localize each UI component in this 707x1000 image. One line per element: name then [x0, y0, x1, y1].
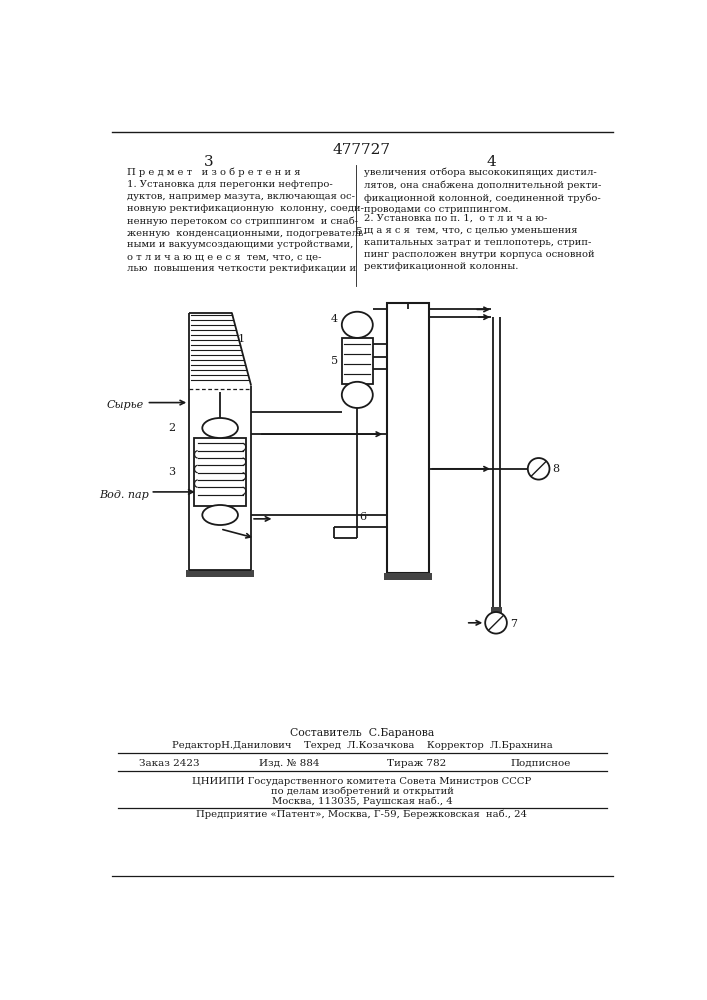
Circle shape: [528, 458, 549, 480]
Text: 1. Установка для перегонки нефтепро-
дуктов, например мазута, включающая ос-
нов: 1. Установка для перегонки нефтепро- дук…: [127, 180, 367, 273]
Text: по делам изобретений и открытий: по делам изобретений и открытий: [271, 787, 453, 796]
Text: Москва, 113035, Раушская наб., 4: Москва, 113035, Раушская наб., 4: [271, 797, 452, 806]
Bar: [384, 573, 433, 580]
Text: 477727: 477727: [333, 143, 391, 157]
Ellipse shape: [202, 505, 238, 525]
Circle shape: [485, 612, 507, 634]
Text: 6: 6: [360, 512, 367, 522]
Text: 4: 4: [331, 314, 338, 324]
Ellipse shape: [202, 418, 238, 438]
Ellipse shape: [341, 382, 373, 408]
Text: Подписное: Подписное: [510, 759, 571, 768]
Text: 5: 5: [355, 227, 361, 236]
Text: Сырье: Сырье: [107, 400, 144, 410]
Text: П р е д м е т   и з о б р е т е н и я: П р е д м е т и з о б р е т е н и я: [127, 168, 300, 177]
Text: Тираж 782: Тираж 782: [387, 759, 446, 768]
Bar: [341, 338, 373, 384]
Bar: [491, 607, 502, 614]
Text: 2: 2: [168, 423, 175, 433]
Text: 3: 3: [168, 467, 175, 477]
Text: 7: 7: [510, 619, 517, 629]
Text: 5: 5: [331, 356, 338, 366]
Bar: [186, 570, 255, 577]
Text: Заказ 2423: Заказ 2423: [139, 759, 199, 768]
Bar: [387, 303, 429, 573]
Ellipse shape: [341, 312, 373, 338]
Bar: [194, 438, 247, 506]
Text: 2. Установка по п. 1,  о т л и ч а ю-
щ а я с я  тем, что, с целью уменьшения
ка: 2. Установка по п. 1, о т л и ч а ю- щ а…: [363, 214, 594, 271]
Text: Предприятие «Патент», Москва, Г-59, Бережковская  наб., 24: Предприятие «Патент», Москва, Г-59, Бере…: [197, 810, 527, 819]
Text: 8: 8: [552, 464, 559, 474]
Text: Вод. пар: Вод. пар: [99, 490, 149, 500]
Text: Изд. № 884: Изд. № 884: [259, 759, 320, 768]
Text: ЦНИИПИ Государственного комитета Совета Министров СССР: ЦНИИПИ Государственного комитета Совета …: [192, 777, 532, 786]
Text: Составитель  С.Баранова: Составитель С.Баранова: [290, 728, 434, 738]
Text: 3: 3: [204, 155, 214, 169]
Text: 4: 4: [486, 155, 496, 169]
Text: увеличения отбора высококипящих дистил-
лятов, она снабжена дополнительной ректи: увеличения отбора высококипящих дистил- …: [363, 168, 601, 214]
Text: РедакторН.Данилович    Техред  Л.Козачкова    Корректор  Л.Брахнина: РедакторН.Данилович Техред Л.Козачкова К…: [172, 741, 552, 750]
Text: 1: 1: [237, 334, 245, 344]
